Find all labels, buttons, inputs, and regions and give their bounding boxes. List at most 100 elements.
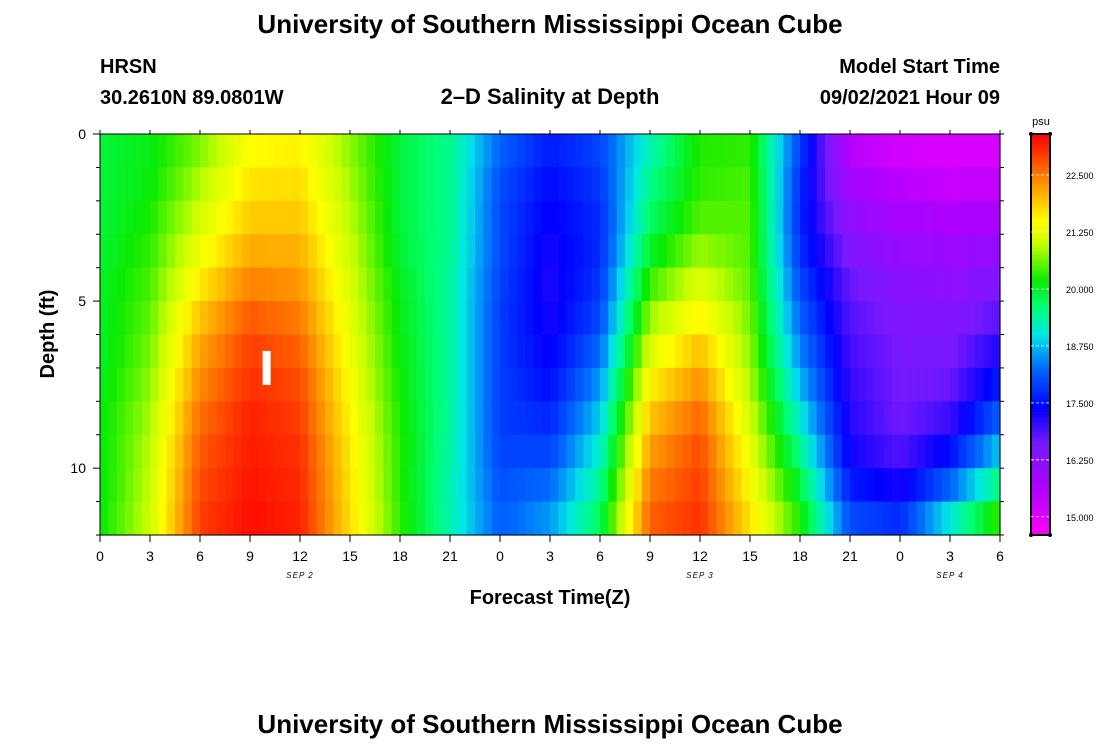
heatmap-cell: [766, 234, 776, 269]
heatmap-cell: [816, 468, 826, 503]
heatmap-cell: [300, 334, 309, 369]
heatmap-cell: [450, 234, 459, 269]
heatmap-cell: [891, 367, 901, 402]
heatmap-cell: [641, 267, 651, 302]
heatmap-cell: [608, 501, 618, 536]
heatmap-cell: [683, 267, 693, 302]
heatmap-cell: [100, 334, 109, 369]
heatmap-cell: [316, 301, 326, 336]
heatmap-cell: [391, 401, 401, 436]
heatmap-cell: [641, 501, 651, 536]
colorbar-tick-label: 22.500: [1066, 171, 1094, 181]
heatmap-cell: [400, 234, 409, 269]
heatmap-cell: [891, 434, 901, 469]
heatmap-cell: [475, 501, 484, 536]
heatmap-cell: [716, 334, 726, 369]
heatmap-cell: [333, 167, 343, 202]
heatmap-cell: [325, 334, 334, 369]
heatmap-cell: [566, 401, 576, 436]
heatmap-cell: [133, 501, 143, 536]
heatmap-cell: [491, 200, 501, 235]
heatmap-cell: [683, 134, 693, 169]
x-axis-label: Forecast Time(Z): [470, 587, 631, 609]
heatmap-cell: [550, 334, 559, 369]
heatmap-cell: [491, 501, 501, 536]
y-axis: 0 5 10: [70, 126, 1004, 536]
heatmap-cell: [808, 267, 818, 302]
heatmap-cell: [266, 501, 276, 536]
colorbar-cell: [1031, 284, 1050, 289]
colorbar-cell: [1031, 204, 1050, 209]
colorbar-frame: [1030, 133, 1051, 536]
heatmap-cell: [533, 301, 543, 336]
heatmap-cell: [725, 468, 734, 503]
heatmap-cell: [258, 301, 268, 336]
heatmap-cell: [833, 367, 843, 402]
colorbar-cell: [1031, 240, 1050, 245]
heatmap-cell: [683, 301, 693, 336]
heatmap-cell: [833, 468, 843, 503]
heatmap-cell: [266, 434, 276, 469]
heatmap-cell: [483, 468, 493, 503]
heatmap-cell: [225, 234, 234, 269]
heatmap-cell: [358, 334, 368, 369]
heatmap-cell: [250, 234, 259, 269]
heatmap-cell: [641, 401, 651, 436]
heatmap-cell: [183, 301, 193, 336]
heatmap-cell: [241, 334, 251, 369]
date-label: SEP 3: [686, 571, 713, 580]
heatmap-cell: [341, 367, 351, 402]
colorbar-cell: [1031, 411, 1050, 416]
heatmap-cell: [591, 334, 601, 369]
heatmap-cell: [908, 200, 918, 235]
colorbar-cell: [1031, 260, 1050, 265]
heatmap-cell: [966, 501, 976, 536]
heatmap-cell: [183, 234, 193, 269]
colorbar-cell: [1031, 170, 1050, 175]
heatmap-cell: [141, 367, 151, 402]
heatmap-cell: [625, 401, 634, 436]
heatmap-cell: [308, 301, 318, 336]
heatmap-cell: [641, 167, 651, 202]
heatmap-cell: [316, 367, 326, 402]
heatmap-cell: [958, 267, 968, 302]
heatmap-cell: [100, 267, 109, 302]
station-name: HRSN: [100, 56, 157, 78]
heatmap-cell: [633, 501, 643, 536]
heatmap-cell: [200, 501, 209, 536]
heatmap-cell: [650, 167, 659, 202]
heatmap-cell: [400, 501, 409, 536]
colorbar-cell: [1031, 367, 1050, 372]
colorbar-cell: [1031, 190, 1050, 195]
heatmap-cell: [866, 501, 876, 536]
heatmap-cell: [500, 468, 509, 503]
heatmap-cell: [675, 267, 684, 302]
heatmap-cell: [475, 267, 484, 302]
heatmap-cell: [383, 234, 393, 269]
heatmap-cell: [525, 134, 534, 169]
colorbar-cell: [1031, 187, 1050, 192]
heatmap-cell: [550, 401, 559, 436]
heatmap-cell: [208, 501, 218, 536]
x-tick-label: 9: [246, 548, 254, 564]
heatmap-cell: [216, 234, 226, 269]
heatmap-cell: [975, 200, 984, 235]
heatmap-cell: [225, 200, 234, 235]
heatmap-cell: [350, 200, 359, 235]
colorbar-cell: [1031, 194, 1050, 199]
heatmap-cell: [908, 301, 918, 336]
heatmap-cell: [766, 267, 776, 302]
colorbar-cell: [1031, 297, 1050, 302]
heatmap-cell: [275, 501, 284, 536]
heatmap-cell: [691, 200, 701, 235]
heatmap-cell: [108, 134, 118, 169]
heatmap-cell: [325, 434, 334, 469]
heatmap-cell: [350, 501, 359, 536]
heatmap-cell: [541, 301, 551, 336]
heatmap-cell: [266, 334, 276, 369]
heatmap-cell: [791, 468, 801, 503]
heatmap-cell: [958, 367, 968, 402]
heatmap-cell: [558, 401, 568, 436]
colorbar-cell: [1031, 334, 1050, 339]
heatmap-cell: [666, 468, 676, 503]
